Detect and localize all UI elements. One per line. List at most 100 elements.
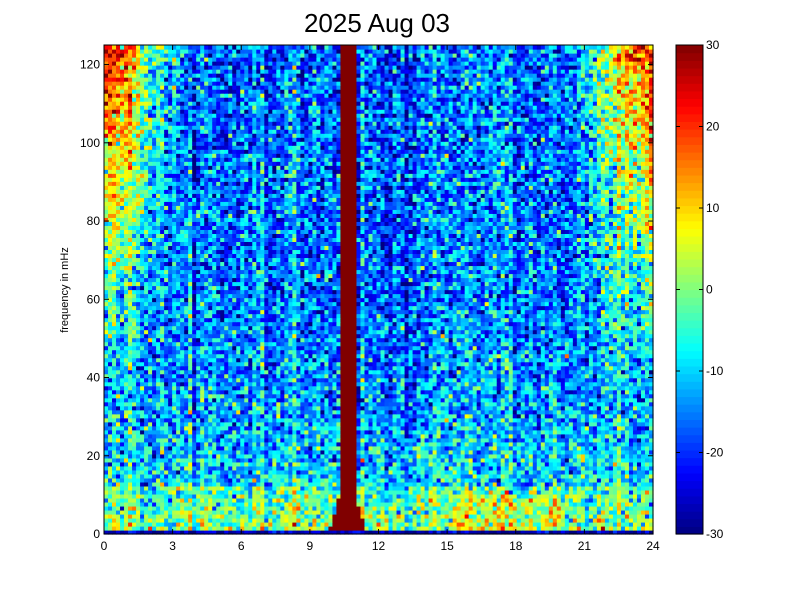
heatmap-cell [448, 409, 454, 415]
heatmap-cell [616, 497, 622, 503]
heatmap-cell [592, 497, 598, 503]
heatmap-cell [132, 449, 137, 455]
heatmap-cell [128, 425, 133, 431]
heatmap-cell [160, 493, 165, 499]
heatmap-cell [544, 513, 550, 519]
heatmap-cell [372, 481, 378, 487]
heatmap-cell [292, 397, 297, 403]
heatmap-cell [440, 445, 446, 451]
heatmap-cell [180, 489, 185, 495]
heatmap-cell [524, 405, 530, 411]
heatmap-cell [552, 429, 558, 435]
heatmap-cell [148, 397, 153, 403]
heatmap-cell [352, 401, 358, 407]
heatmap-cell [460, 441, 466, 447]
heatmap-cell [460, 421, 466, 427]
heatmap-cell [452, 521, 458, 527]
heatmap-cell [260, 433, 265, 439]
heatmap-cell [548, 481, 554, 487]
heatmap-cell [160, 477, 165, 483]
heatmap-cell [584, 465, 590, 471]
heatmap-cell [496, 501, 502, 507]
heatmap-cell [284, 417, 289, 423]
heatmap-cell [528, 437, 534, 443]
heatmap-cell [116, 441, 121, 447]
heatmap-cell [316, 521, 321, 527]
heatmap-cell [568, 497, 574, 503]
heatmap-cell [276, 409, 281, 415]
heatmap-cell [408, 497, 414, 503]
heatmap-cell [244, 441, 249, 447]
heatmap-cell [536, 493, 542, 499]
heatmap-cell [316, 497, 321, 503]
heatmap-cell [268, 513, 273, 519]
heatmap-cell [584, 489, 590, 495]
heatmap-cell [272, 525, 277, 531]
heatmap-cell [336, 409, 342, 415]
heatmap-cell [128, 469, 133, 475]
heatmap-cell [228, 497, 233, 503]
heatmap-cell [248, 493, 253, 499]
heatmap-cell [364, 521, 370, 527]
heatmap-cell [328, 465, 334, 471]
heatmap-cell [368, 425, 374, 431]
heatmap-cell [620, 393, 626, 399]
heatmap-cell [512, 497, 518, 503]
heatmap-cell [588, 501, 594, 507]
heatmap-cell [152, 525, 157, 531]
heatmap-cell [368, 417, 374, 423]
heatmap-cell [620, 529, 626, 535]
heatmap-cell [608, 417, 614, 423]
heatmap-cell [512, 509, 518, 515]
heatmap-cell [620, 485, 626, 491]
heatmap-cell [180, 509, 185, 515]
heatmap-cell [248, 477, 253, 483]
heatmap-cell [336, 457, 342, 463]
heatmap-cell [496, 417, 502, 423]
heatmap-cell [436, 417, 442, 423]
heatmap-cell [500, 485, 506, 491]
heatmap-cell [104, 409, 109, 415]
heatmap-cell [600, 433, 606, 439]
heatmap-cell [384, 437, 390, 443]
heatmap-cell [344, 513, 350, 519]
heatmap-cell [496, 521, 502, 527]
heatmap-cell [648, 525, 654, 531]
heatmap-cell [636, 505, 642, 511]
heatmap-cell [316, 469, 321, 475]
heatmap-cell [412, 501, 418, 507]
heatmap-cell [308, 409, 313, 415]
heatmap-cell [420, 393, 426, 399]
heatmap-cell [176, 465, 181, 471]
heatmap-cell [280, 473, 285, 479]
heatmap-cell [244, 453, 249, 459]
heatmap-cell [188, 481, 193, 487]
heatmap-cell [552, 497, 558, 503]
heatmap-cell [452, 505, 458, 511]
heatmap-cell [640, 441, 646, 447]
heatmap-cell [316, 517, 321, 523]
heatmap-cell [500, 489, 506, 495]
heatmap-cell [616, 449, 622, 455]
heatmap-cell [152, 413, 157, 419]
heatmap-cell [340, 473, 346, 479]
heatmap-cell [300, 413, 305, 419]
heatmap-cell [596, 409, 602, 415]
heatmap-cell [572, 501, 578, 507]
heatmap-cell [552, 389, 558, 395]
heatmap-cell [512, 441, 518, 447]
heatmap-cell [348, 425, 354, 431]
heatmap-cell [400, 453, 406, 459]
heatmap-cell [624, 453, 630, 459]
heatmap-cell [340, 489, 346, 495]
heatmap-cell [472, 525, 478, 531]
heatmap-cell [336, 405, 342, 411]
heatmap-cell [352, 501, 358, 507]
heatmap-cell [164, 465, 169, 471]
heatmap-cell [612, 417, 618, 423]
heatmap-cell [152, 517, 157, 523]
heatmap-cell [352, 477, 358, 483]
heatmap-cell [520, 389, 526, 395]
heatmap-cell [296, 505, 301, 511]
heatmap-cell [396, 409, 402, 415]
